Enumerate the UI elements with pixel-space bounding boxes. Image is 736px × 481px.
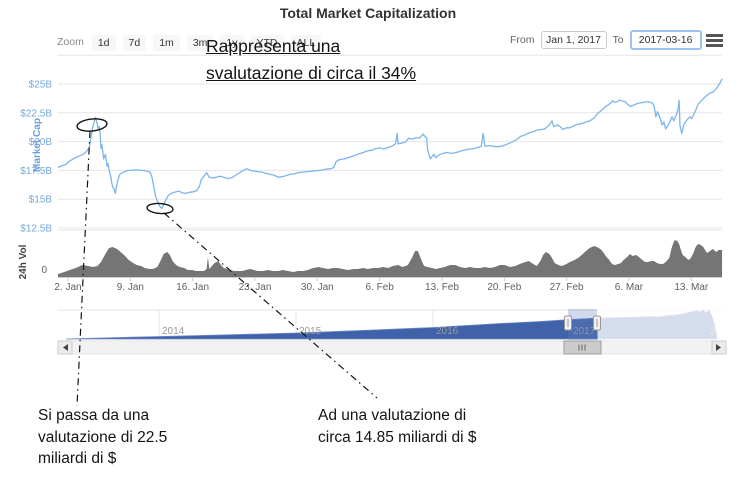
annotation-line: svalutazione di circa il 34% (206, 63, 417, 83)
annotation-line: miliardi di $ (38, 450, 117, 467)
annotation-line: Si passa da una (38, 407, 150, 424)
navigator-right-mask (597, 309, 722, 340)
annotation-ellipse-peak (76, 118, 108, 132)
from-date-input[interactable] (540, 31, 607, 49)
x-axis-tick-label: 13. Mar (674, 282, 709, 293)
scrollbar-left-arrow-glyph (63, 344, 68, 351)
navigator-year-label: 2014 (162, 326, 185, 337)
zoom-button-1y[interactable]: 1y (220, 35, 244, 51)
x-axis-tick-label: 13. Feb (425, 282, 459, 293)
y-axis-tick-label: $15B (29, 195, 53, 206)
y-axis-tick-label: $12.5B (20, 224, 52, 235)
x-axis-tick-label: 30. Jan (301, 282, 334, 293)
x-axis-tick-label: 20. Feb (487, 282, 521, 293)
zoom-button-ytd[interactable]: YTD (250, 35, 284, 51)
chart-title: Total Market Capitalization (279, 5, 457, 21)
annotation-dash-line-left (76, 130, 91, 407)
y-axis-title: Market Cap (32, 118, 43, 172)
navigator-selected-range[interactable] (568, 309, 597, 340)
hamburger-menu-icon[interactable] (706, 34, 723, 49)
x-axis-tick-label: 27. Feb (550, 282, 584, 293)
scrollbar-right-arrow-glyph (716, 344, 721, 351)
volume-series-area (58, 240, 723, 277)
volume-axis-title: 24h Vol (18, 244, 29, 279)
hamburger-bar (706, 39, 723, 42)
zoom-button-7d[interactable]: 7d (122, 35, 147, 51)
annotation-dash-line-right (163, 212, 378, 399)
annotation-start-value-text: Si passa da una valutazione di 22.5 mili… (38, 405, 167, 470)
navigator-year-label: 2017 (573, 326, 596, 337)
navigator-year-label: 2016 (436, 326, 459, 337)
zoom-button-1m[interactable]: 1m (153, 35, 180, 51)
scrollbar-track[interactable] (57, 340, 727, 355)
annotation-end-value-text: Ad una valutazione di circa 14.85 miliar… (318, 405, 477, 448)
x-axis-tick-label: 6. Feb (365, 282, 394, 293)
to-date-input[interactable] (629, 30, 702, 50)
zoom-buttons-container: 1d 7d 1m 3m 1y YTD ALL (91, 33, 328, 51)
market-cap-line-series (57, 78, 723, 210)
hamburger-bar (706, 34, 723, 37)
x-axis-tick-label: 23. Jan (239, 282, 272, 293)
y-axis-tick-label: $17.5B (20, 166, 52, 177)
from-label: From (510, 34, 535, 46)
zoom-range-selector: Zoom 1d 7d 1m 3m 1y YTD ALL (57, 33, 328, 51)
annotation-ellipse-dip (146, 202, 174, 215)
zoom-label: Zoom (57, 36, 84, 48)
y-axis-tick-label: $25B (29, 80, 53, 91)
date-range-selector: From To (504, 30, 702, 50)
hamburger-bar (706, 44, 723, 47)
x-axis-tick-label: 6. Mar (615, 282, 644, 293)
y-axis-tick-label: $20B (29, 137, 53, 148)
zoom-button-3m[interactable]: 3m (186, 35, 214, 51)
zoom-button-all[interactable]: ALL (290, 35, 322, 51)
x-axis-tick-label: 2. Jan (54, 282, 81, 293)
annotation-line: Rappresenta una (206, 36, 341, 56)
annotation-devaluation-text: Rappresenta una svalutazione di circa il… (206, 33, 416, 87)
navigator-year-label: 2015 (299, 326, 322, 337)
zoom-button-1d[interactable]: 1d (91, 35, 116, 51)
annotation-line: circa 14.85 miliardi di $ (318, 428, 477, 446)
annotation-line: valutazione di 22.5 (38, 428, 168, 446)
annotation-line: Ad una valutazione di (318, 407, 467, 424)
x-axis-tick-label: 16. Jan (176, 282, 209, 293)
to-label: To (612, 34, 624, 46)
y-axis-tick-label: $22.5B (20, 108, 52, 119)
x-axis-tick-label: 9. Jan (117, 282, 144, 293)
volume-zero-label: 0 (41, 265, 47, 276)
